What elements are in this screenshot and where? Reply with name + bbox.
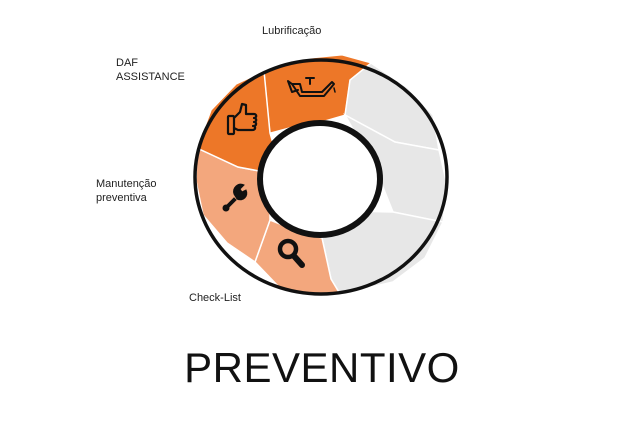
magnifier-icon [277,238,305,268]
wheel-outer-outline [193,58,449,296]
segment-label-daf-assistance: DAF ASSISTANCE [116,57,185,83]
oil-can-icon [287,77,336,97]
diagram-title: PREVENTIVO [184,344,460,391]
wrench-icon [222,183,248,212]
segment-label-lubrificacao: Lubrificação [262,25,322,37]
thumbs-up-icon [226,102,258,136]
segment-label-check-list: Check-List [189,292,241,304]
wheel-center-hole [257,120,383,238]
segment-label-manutencao-preventiva: Manutenção preventiva [96,178,157,204]
segment-daf-assistance [196,69,279,174]
